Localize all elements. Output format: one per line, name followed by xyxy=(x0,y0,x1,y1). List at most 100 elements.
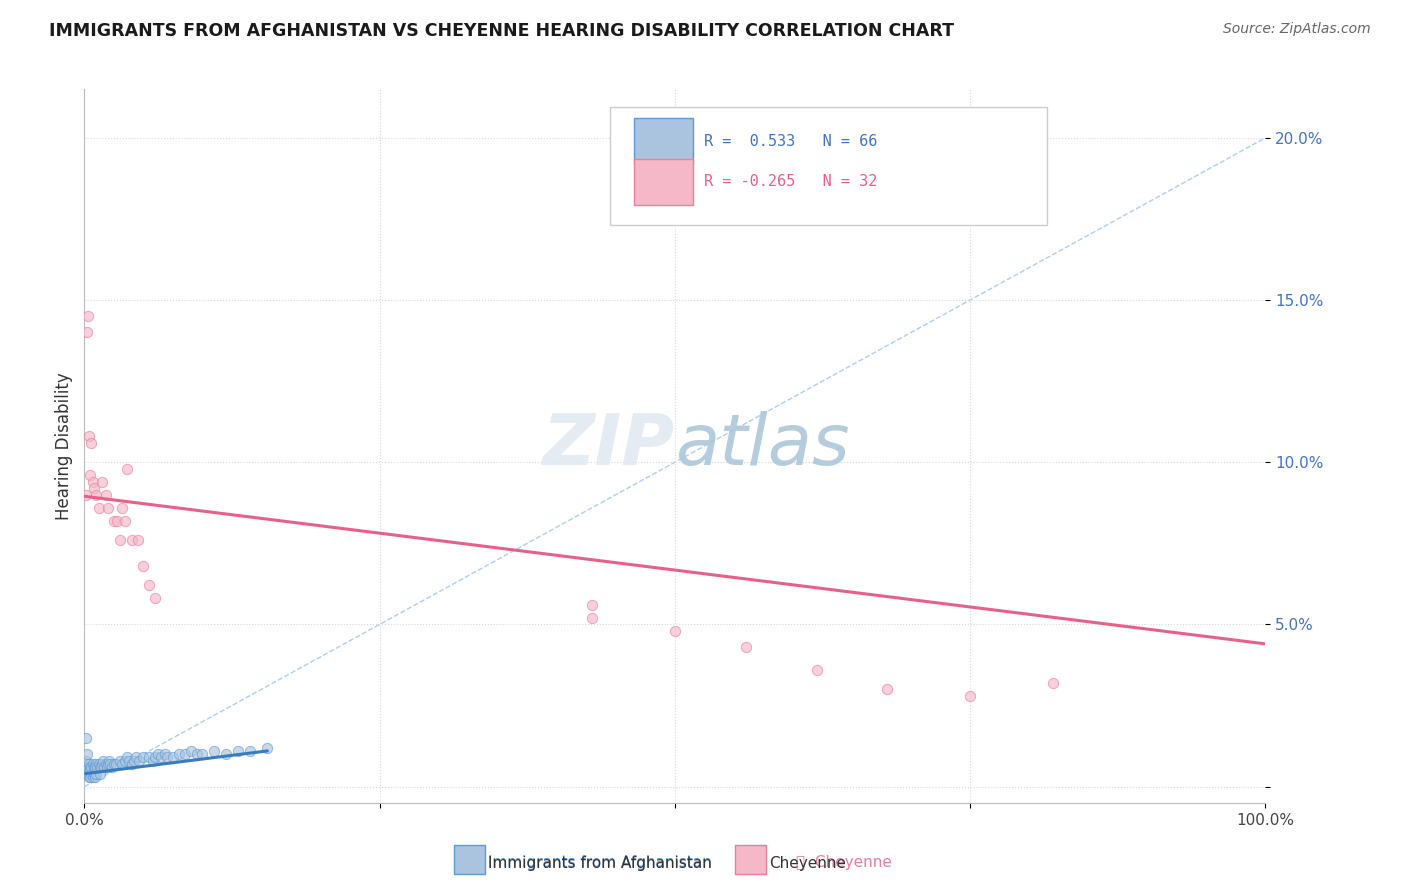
Point xyxy=(876,682,898,697)
Point xyxy=(186,747,208,761)
Text: ZIP: ZIP xyxy=(543,411,675,481)
Point xyxy=(97,756,120,771)
Point xyxy=(114,514,136,528)
Point xyxy=(103,756,125,771)
Point xyxy=(82,475,104,489)
Point xyxy=(84,756,107,771)
Point xyxy=(83,766,105,780)
Point xyxy=(87,500,110,515)
Text: ⬜  Cheyenne: ⬜ Cheyenne xyxy=(796,855,891,870)
Point xyxy=(89,760,111,774)
Point xyxy=(128,754,150,768)
Point xyxy=(111,500,134,515)
Text: Cheyenne: Cheyenne xyxy=(769,856,846,871)
Point xyxy=(127,533,149,547)
Point xyxy=(167,747,190,761)
Point xyxy=(173,747,195,761)
Point xyxy=(114,754,136,768)
Point xyxy=(115,750,138,764)
Point xyxy=(89,766,111,780)
Point xyxy=(121,756,143,771)
Point xyxy=(77,766,100,780)
Point xyxy=(93,760,115,774)
Point xyxy=(146,747,169,761)
Point xyxy=(108,533,131,547)
Point xyxy=(75,488,97,502)
Point xyxy=(75,731,97,745)
Point xyxy=(82,756,104,771)
Point xyxy=(664,624,686,638)
Point xyxy=(98,754,121,768)
Text: R = -0.265   N = 32: R = -0.265 N = 32 xyxy=(704,175,877,189)
Point xyxy=(118,754,141,768)
Point xyxy=(87,756,110,771)
Point xyxy=(121,533,143,547)
Point xyxy=(75,766,97,780)
Point xyxy=(959,689,981,703)
Point xyxy=(156,750,179,764)
Point xyxy=(153,747,176,761)
Point xyxy=(80,766,103,780)
Point xyxy=(105,756,128,771)
Text: Immigrants from Afghanistan: Immigrants from Afghanistan xyxy=(488,856,711,871)
Point xyxy=(86,760,108,774)
Y-axis label: Hearing Disability: Hearing Disability xyxy=(55,372,73,520)
Point xyxy=(76,764,98,778)
Point xyxy=(84,770,107,784)
Point xyxy=(581,611,603,625)
Point xyxy=(132,750,155,764)
Point xyxy=(79,764,101,778)
Point xyxy=(108,754,131,768)
Point xyxy=(138,578,160,592)
Point xyxy=(79,770,101,784)
Point xyxy=(143,750,166,764)
Point xyxy=(77,429,100,443)
Point xyxy=(138,750,160,764)
Point xyxy=(115,461,138,475)
Point xyxy=(77,310,100,324)
Point xyxy=(83,760,105,774)
Point xyxy=(84,766,107,780)
Point xyxy=(202,744,225,758)
Text: Source: ZipAtlas.com: Source: ZipAtlas.com xyxy=(1223,22,1371,37)
Point xyxy=(215,747,238,761)
Point xyxy=(82,770,104,784)
Point xyxy=(734,640,756,654)
Point xyxy=(91,754,114,768)
Point xyxy=(94,488,117,502)
Point xyxy=(162,750,184,764)
FancyBboxPatch shape xyxy=(610,107,1047,225)
Point xyxy=(83,481,105,495)
Point xyxy=(76,747,98,761)
Point xyxy=(806,663,828,677)
FancyBboxPatch shape xyxy=(634,159,693,205)
Point xyxy=(96,760,118,774)
Text: ⬜  Immigrants from Afghanistan: ⬜ Immigrants from Afghanistan xyxy=(470,855,711,870)
Point xyxy=(94,756,117,771)
Point xyxy=(97,500,120,515)
Point xyxy=(107,514,129,528)
Point xyxy=(79,468,101,483)
Point xyxy=(111,756,134,771)
Point xyxy=(180,744,202,758)
Point xyxy=(79,760,101,774)
Point xyxy=(125,750,148,764)
Point xyxy=(132,559,155,574)
Point xyxy=(239,744,262,758)
Point xyxy=(142,754,165,768)
Point xyxy=(77,756,100,771)
Point xyxy=(150,750,173,764)
Text: R =  0.533   N = 66: R = 0.533 N = 66 xyxy=(704,134,877,149)
Point xyxy=(103,514,125,528)
Point xyxy=(91,756,114,771)
Point xyxy=(91,475,114,489)
FancyBboxPatch shape xyxy=(634,118,693,164)
Point xyxy=(143,591,166,606)
Point xyxy=(75,754,97,768)
Point xyxy=(1042,675,1064,690)
Point xyxy=(77,770,100,784)
Point xyxy=(80,760,103,774)
Text: IMMIGRANTS FROM AFGHANISTAN VS CHEYENNE HEARING DISABILITY CORRELATION CHART: IMMIGRANTS FROM AFGHANISTAN VS CHEYENNE … xyxy=(49,22,955,40)
Point xyxy=(84,760,107,774)
Point xyxy=(226,744,249,758)
